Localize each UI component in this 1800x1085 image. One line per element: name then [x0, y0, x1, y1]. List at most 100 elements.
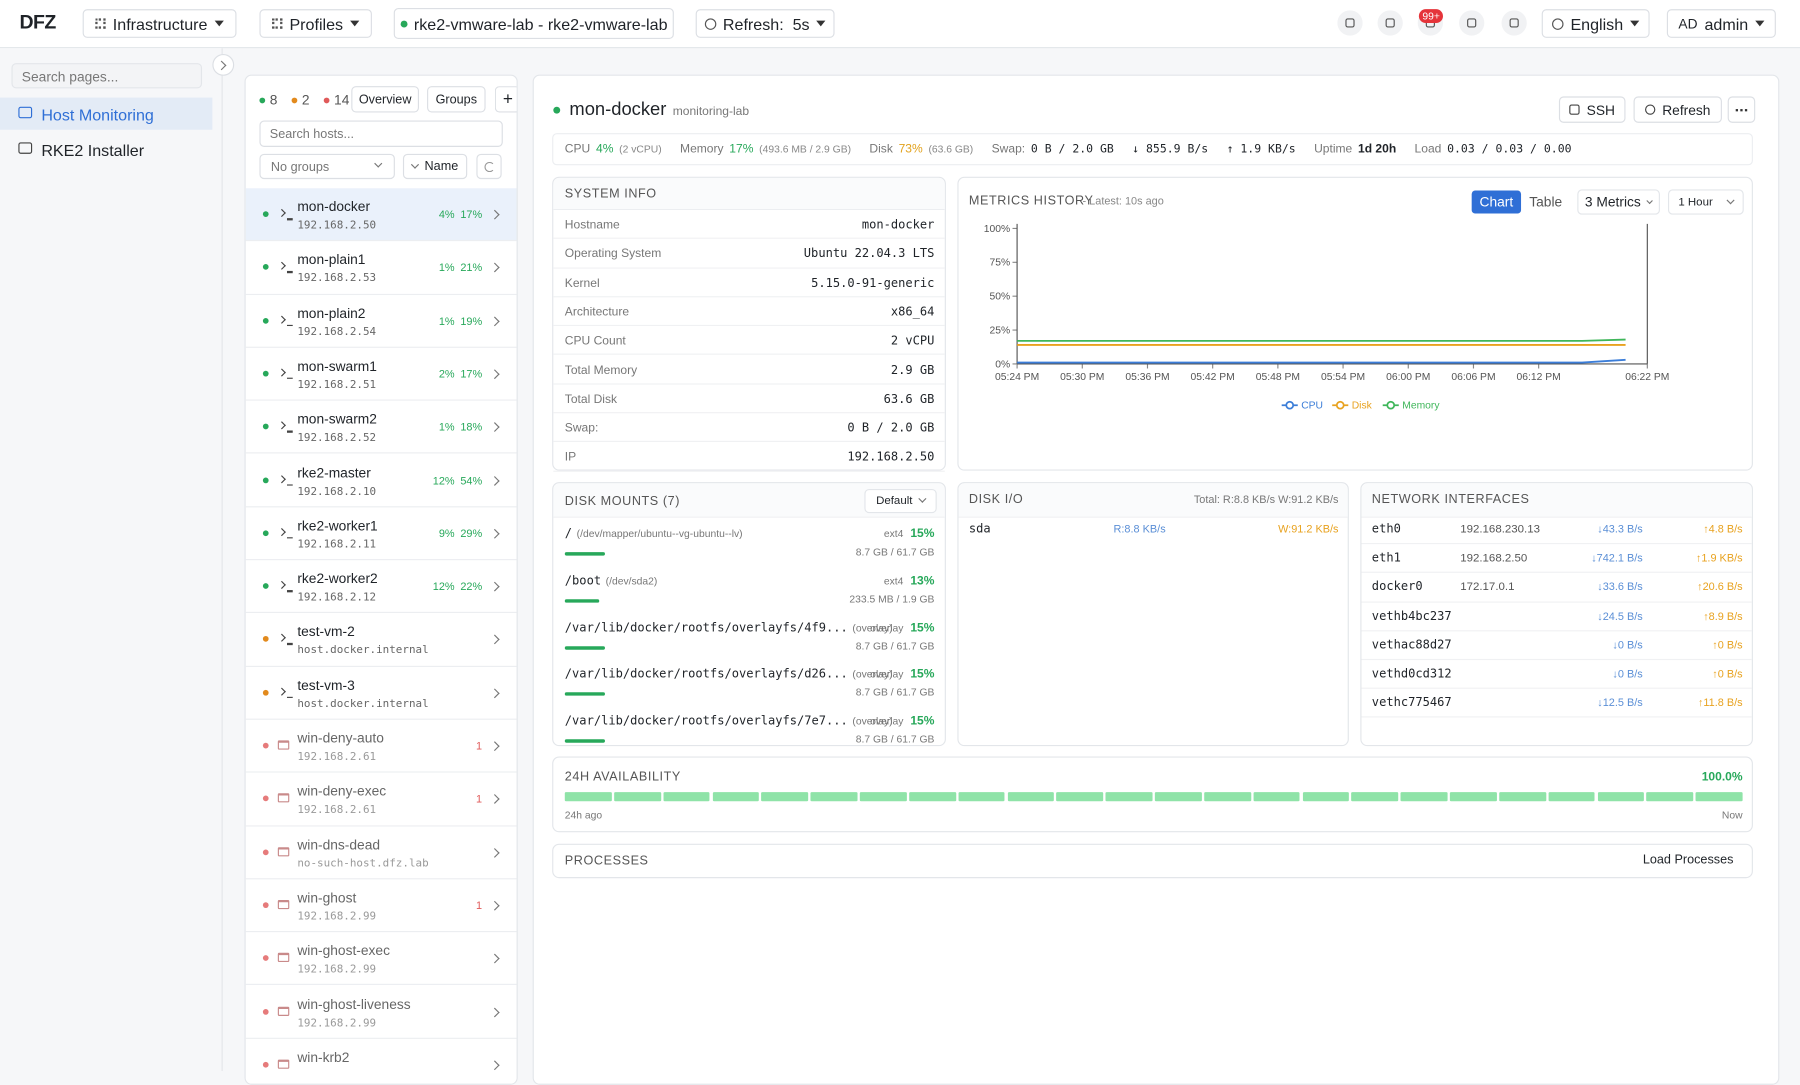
metrics-history: METRICS HISTORY - Latest: 10s ago Chart Tab…: [957, 176, 1753, 471]
chevron: [489, 209, 500, 220]
mount-line: /boot (/dev/sda2): [565, 574, 658, 588]
user-button[interactable]: AD admin: [1666, 9, 1776, 38]
host-row[interactable]: win-ghost 192.168.2.99 1: [245, 879, 517, 933]
action-button[interactable]: Refresh: [1633, 96, 1722, 123]
language-label: English: [1570, 14, 1624, 33]
host-row[interactable]: win-ghost-liveness 192.168.2.99: [245, 986, 517, 1039]
hour-segment: [1695, 792, 1743, 802]
mount-path: /var/lib/docker/rootfs/overlayfs/4f9...: [564, 620, 848, 635]
summary-value: ↑ 1.9 KB/s: [1226, 142, 1296, 156]
cluster-button[interactable]: rke2-vmware-lab - rke2-vmware-lab: [393, 8, 674, 40]
chevron: [489, 688, 500, 698]
icon-button[interactable]: [1337, 10, 1363, 36]
host-row[interactable]: win-deny-exec 192.168.2.61 1: [245, 773, 517, 827]
host-row[interactable]: win-ghost-exec 192.168.2.99: [245, 932, 517, 986]
host-memory: 17%: [460, 368, 483, 381]
summary-bar: CPU 4% (2 vCPU) Memory 17% (493.6 MB / 2.9 GB…: [552, 133, 1753, 166]
menu-button[interactable]: Infrastructure: [82, 9, 237, 38]
summary-label: Disk: [869, 142, 893, 157]
load-button[interactable]: Load Processes: [1642, 852, 1734, 867]
add-button[interactable]: +: [494, 86, 517, 113]
host-search[interactable]: Search hosts...: [259, 120, 503, 147]
info-value: Ubuntu 22.04.3 LTS: [803, 247, 935, 261]
host-row[interactable]: mon-swarm1 192.168.2.51 2% 17%: [245, 348, 517, 401]
host-name: mon-swarm2: [297, 411, 377, 428]
menu-button[interactable]: Profiles: [259, 9, 372, 38]
status-dot: [262, 476, 269, 483]
nav-item[interactable]: RKE2 Installer: [0, 133, 212, 165]
reload-button[interactable]: [476, 153, 502, 180]
host-row[interactable]: win-krb2: [246, 1039, 517, 1084]
chevron: [489, 900, 500, 911]
y-tick-label: 0%: [995, 359, 1010, 370]
status-dot: [262, 1008, 269, 1015]
tab[interactable]: Overview: [351, 86, 420, 113]
language-button[interactable]: English: [1541, 9, 1650, 38]
view-toggle[interactable]: Chart: [1471, 190, 1522, 214]
mode-select[interactable]: Default: [864, 489, 937, 514]
host-address: 192.168.2.50: [297, 219, 377, 232]
summary-value: 73%: [898, 142, 923, 157]
globe-icon: [1552, 17, 1564, 30]
collapse-button[interactable]: [212, 53, 235, 76]
host-row[interactable]: win-deny-auto 192.168.2.61 1: [245, 720, 517, 773]
chevron: [489, 794, 500, 805]
availability-value: 100.0%: [1701, 770, 1743, 785]
refresh-button[interactable]: Refresh: 5s: [695, 9, 835, 38]
view-toggle[interactable]: Table: [1529, 194, 1563, 211]
hour-segment: [1056, 792, 1104, 802]
terminal-icon: [286, 643, 293, 646]
x-tick-label: 06:00 PM: [1386, 372, 1430, 383]
usage-track: [564, 645, 829, 650]
host-memory: 21%: [460, 262, 483, 275]
range-select[interactable]: 1 Hour: [1667, 189, 1744, 215]
glyph: [1569, 104, 1580, 115]
info-label: Operating System: [564, 247, 662, 261]
host-name: rke2-master: [297, 464, 371, 481]
hour-segment: [1105, 792, 1153, 802]
usage-track: [564, 692, 829, 697]
host-row[interactable]: mon-plain1 192.168.2.53 1% 21%: [245, 241, 517, 295]
tab[interactable]: Groups: [427, 86, 486, 113]
range-end: Now: [1721, 809, 1743, 821]
status-dot: [259, 97, 266, 103]
caret: [349, 20, 360, 27]
terminal-icon: [286, 430, 293, 433]
host-row[interactable]: test-vm-3 host.docker.internal: [245, 667, 517, 720]
page-search[interactable]: Search pages...: [11, 63, 203, 89]
icon-button[interactable]: [1459, 10, 1485, 36]
terminal-icon: [286, 324, 293, 327]
chevron: [489, 528, 500, 539]
info-label: Architecture: [564, 305, 630, 320]
host-row[interactable]: rke2-master 192.168.2.10 12% 54%: [245, 454, 517, 508]
host-row[interactable]: mon-swarm2 192.168.2.52 1% 18%: [245, 401, 517, 454]
host-row[interactable]: test-vm-2 host.docker.internal: [245, 613, 517, 667]
host-name: test-vm-2: [297, 623, 355, 640]
interface-row: vethd0cd312 ↓0 B/s ↑0 B/s: [1361, 660, 1752, 689]
chevron: [489, 1060, 500, 1070]
metrics-select[interactable]: 3 Metrics: [1577, 189, 1660, 215]
host-row[interactable]: rke2-worker1 192.168.2.11 9% 29%: [245, 507, 517, 561]
host-address: host.docker.internal: [297, 644, 429, 658]
host-name: rke2-worker1: [297, 517, 378, 534]
more-button[interactable]: [1727, 96, 1756, 123]
chart-subtitle: - Latest: 10s ago: [1082, 195, 1164, 208]
action-button[interactable]: SSH: [1558, 96, 1626, 123]
icon-button[interactable]: [1377, 10, 1403, 36]
usage-track: [564, 599, 829, 603]
host-row[interactable]: mon-plain2 192.168.2.54 1% 19%: [245, 295, 517, 348]
icon-button[interactable]: [1501, 10, 1527, 36]
usage-track: [564, 552, 829, 556]
host-name: win-ghost: [297, 889, 357, 906]
mount-fs: overlay: [870, 621, 904, 634]
host-row[interactable]: win-dns-dead no-such-host.dfz.lab: [245, 826, 517, 880]
interface-rx: ↓0 B/s: [1612, 668, 1643, 681]
nav-item[interactable]: Host Monitoring: [0, 97, 213, 130]
host-row[interactable]: rke2-worker2 192.168.2.12 12% 22%: [245, 560, 517, 614]
host-row[interactable]: mon-docker 192.168.2.50 4% 17%: [245, 188, 517, 242]
host-address: 192.168.2.99: [297, 910, 377, 923]
group-filter[interactable]: No groups: [259, 153, 395, 180]
sort-button[interactable]: Name: [402, 153, 468, 180]
summary-value: 4%: [595, 142, 614, 157]
